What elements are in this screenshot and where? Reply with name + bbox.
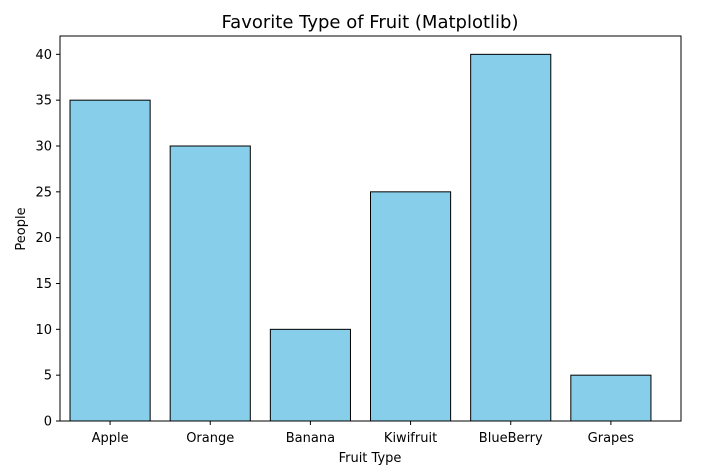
x-axis-label: Fruit Type <box>339 451 402 466</box>
y-tick-label: 30 <box>35 140 52 155</box>
bar-kiwifruit <box>370 191 452 422</box>
y-tick-label: 10 <box>35 323 52 338</box>
bar-orange <box>169 145 251 422</box>
y-tick-label: 35 <box>35 94 52 109</box>
x-tick-label-banana: Banana <box>286 431 335 446</box>
bar-apple <box>69 99 151 422</box>
bar-grapes <box>570 374 652 422</box>
y-axis-ticks: 0 5 10 15 20 25 30 35 40 <box>35 48 60 430</box>
bar-blueberry <box>470 53 552 422</box>
y-tick-label: 20 <box>35 231 52 246</box>
bar-banana <box>269 328 351 422</box>
plot-area-frame <box>59 35 682 422</box>
x-tick-label-orange: Orange <box>186 431 234 446</box>
y-tick-label: 40 <box>35 48 52 63</box>
y-tick-label: 25 <box>35 185 52 200</box>
x-axis-ticks: Apple Orange Banana Kiwifruit BlueBerry Grape… <box>92 421 635 446</box>
chart-title: Favorite Type of Fruit (Matplotlib) <box>221 12 518 33</box>
x-tick-label-kiwifruit: Kiwifruit <box>384 431 437 446</box>
x-tick-label-grapes: Grapes <box>588 431 635 446</box>
x-tick-label-blueberry: BlueBerry <box>479 431 543 446</box>
y-tick-label: 15 <box>35 277 52 292</box>
y-tick-label: 5 <box>44 369 52 384</box>
bars-group <box>69 53 652 422</box>
x-tick-label-apple: Apple <box>92 431 129 446</box>
y-tick-label: 0 <box>44 415 52 430</box>
y-axis-label: People <box>14 207 29 250</box>
